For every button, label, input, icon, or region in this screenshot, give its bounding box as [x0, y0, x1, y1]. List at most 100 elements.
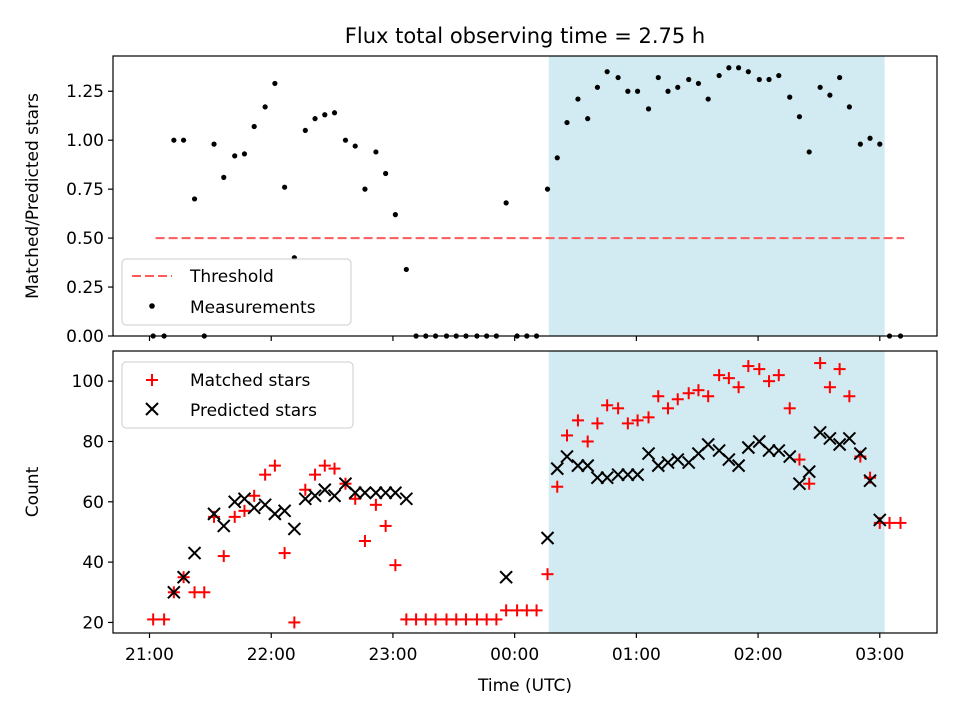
count-legend: Matched stars Predicted stars	[121, 361, 354, 429]
ratio-y-ticks: 0.00 0.25 0.50 0.75 1.00 1.25	[66, 82, 113, 347]
predicted-stars-points	[167, 425, 887, 599]
matched-star-marker	[652, 390, 665, 403]
y-tick-label: 20	[82, 613, 104, 633]
matched-star-marker	[803, 477, 816, 490]
predicted-star-marker	[369, 486, 383, 500]
matched-star-marker	[379, 519, 392, 532]
x-tick-label: 23:00	[368, 645, 417, 665]
measurement-point	[564, 119, 570, 126]
matched-star-marker	[309, 468, 322, 481]
predicted-star-marker	[853, 446, 868, 461]
predicted-star-marker	[580, 458, 595, 473]
matched-star-marker	[198, 586, 211, 599]
predicted-star-marker	[378, 486, 393, 500]
predicted-star-marker	[701, 437, 715, 452]
measurement-point	[857, 141, 863, 147]
y-tick-label: 0.75	[66, 180, 104, 200]
y-tick-label: 80	[82, 432, 104, 452]
matched-star-marker	[742, 360, 755, 373]
y-tick-label: 0.50	[66, 229, 104, 249]
predicted-star-marker	[641, 446, 656, 461]
predicted-star-marker	[327, 489, 342, 503]
matched-star-marker	[500, 604, 513, 617]
measurement-points	[150, 65, 904, 339]
measurement-point	[352, 143, 358, 149]
measurement-point	[604, 69, 610, 75]
predicted-star-marker	[842, 431, 857, 446]
matched-star-marker	[722, 372, 735, 385]
measurement-point	[796, 114, 803, 120]
matched-star-marker	[621, 417, 634, 430]
matched-star-marker	[268, 459, 281, 472]
measurement-point	[846, 104, 852, 110]
matched-star-marker	[883, 516, 896, 529]
matched-star-marker	[429, 613, 442, 626]
measurement-point	[251, 123, 257, 130]
ratio-axes-frame	[112, 55, 938, 337]
matched-star-marker	[833, 363, 846, 376]
predicted-star-marker	[550, 461, 564, 476]
predicted-star-marker	[813, 425, 827, 440]
predicted-star-marker	[783, 449, 797, 464]
measurement-point	[787, 94, 793, 100]
predicted-star-marker	[540, 531, 555, 545]
measurement-point	[625, 88, 631, 94]
matched-star-marker	[459, 613, 472, 626]
predicted-star-marker	[268, 507, 282, 521]
matched-star-marker	[631, 414, 644, 427]
predicted-star-marker	[298, 492, 313, 506]
count-x-ticks: 21:00 22:00 23:00 00:00 01:00 02:00 03:00	[125, 633, 904, 665]
measurement-point	[585, 116, 591, 122]
measurement-point	[282, 184, 288, 190]
ratio-legend-box	[121, 258, 352, 326]
predicted-star-marker	[399, 492, 414, 506]
count-panel: 20 40 60 80 100 21:00 22:00 23:00 00:00 01:00 02:…	[23, 350, 938, 696]
measurement-point	[342, 137, 349, 143]
legend-matched-swatch	[146, 374, 158, 386]
y-tick-label: 100	[72, 372, 104, 392]
matched-star-marker	[713, 369, 726, 382]
measurement-point	[645, 106, 652, 112]
measurement-point	[312, 116, 318, 122]
measurement-point	[241, 151, 248, 157]
measurement-point	[191, 196, 198, 202]
predicted-star-marker	[247, 501, 261, 515]
matched-star-marker	[692, 384, 705, 397]
measurement-point	[503, 200, 509, 206]
measurement-point	[373, 149, 379, 155]
measurement-point	[867, 135, 873, 141]
figure-title: Flux total observing time = 2.75 h	[345, 24, 705, 48]
count-axes-frame	[112, 350, 938, 634]
matched-star-marker	[389, 559, 402, 572]
measurement-point	[686, 76, 692, 83]
matched-star-marker	[369, 498, 382, 511]
predicted-star-marker	[277, 504, 292, 518]
count-y-ticks: 20 40 60 80 100	[72, 372, 113, 633]
measurement-point	[575, 96, 581, 102]
measurement-point	[827, 92, 833, 98]
legend-matched-label: Matched stars	[190, 371, 310, 391]
matched-star-marker	[147, 613, 160, 626]
predicted-star-marker	[630, 467, 645, 482]
matched-star-marker	[158, 613, 171, 626]
predicted-star-marker	[671, 452, 685, 467]
ratio-legend: Threshold Measurements	[121, 258, 352, 326]
matched-star-marker	[248, 489, 261, 502]
x-tick-label: 21:00	[125, 645, 174, 665]
measurement-point	[544, 186, 551, 192]
matched-star-marker	[259, 468, 272, 481]
matched-star-marker	[541, 568, 554, 581]
measurement-point	[594, 84, 601, 90]
measurement-point	[272, 80, 278, 87]
predicted-star-marker	[661, 455, 675, 470]
predicted-star-marker	[600, 470, 614, 485]
predicted-star-marker	[287, 522, 302, 536]
predicted-star-marker	[358, 486, 372, 500]
matched-star-marker	[682, 387, 695, 400]
predicted-star-marker	[741, 440, 756, 455]
ratio-x-ticks	[148, 336, 881, 341]
measurement-point	[736, 65, 742, 71]
measurement-point	[877, 141, 883, 147]
measurement-point	[171, 137, 177, 143]
observing-window-shade-lower	[548, 351, 885, 633]
